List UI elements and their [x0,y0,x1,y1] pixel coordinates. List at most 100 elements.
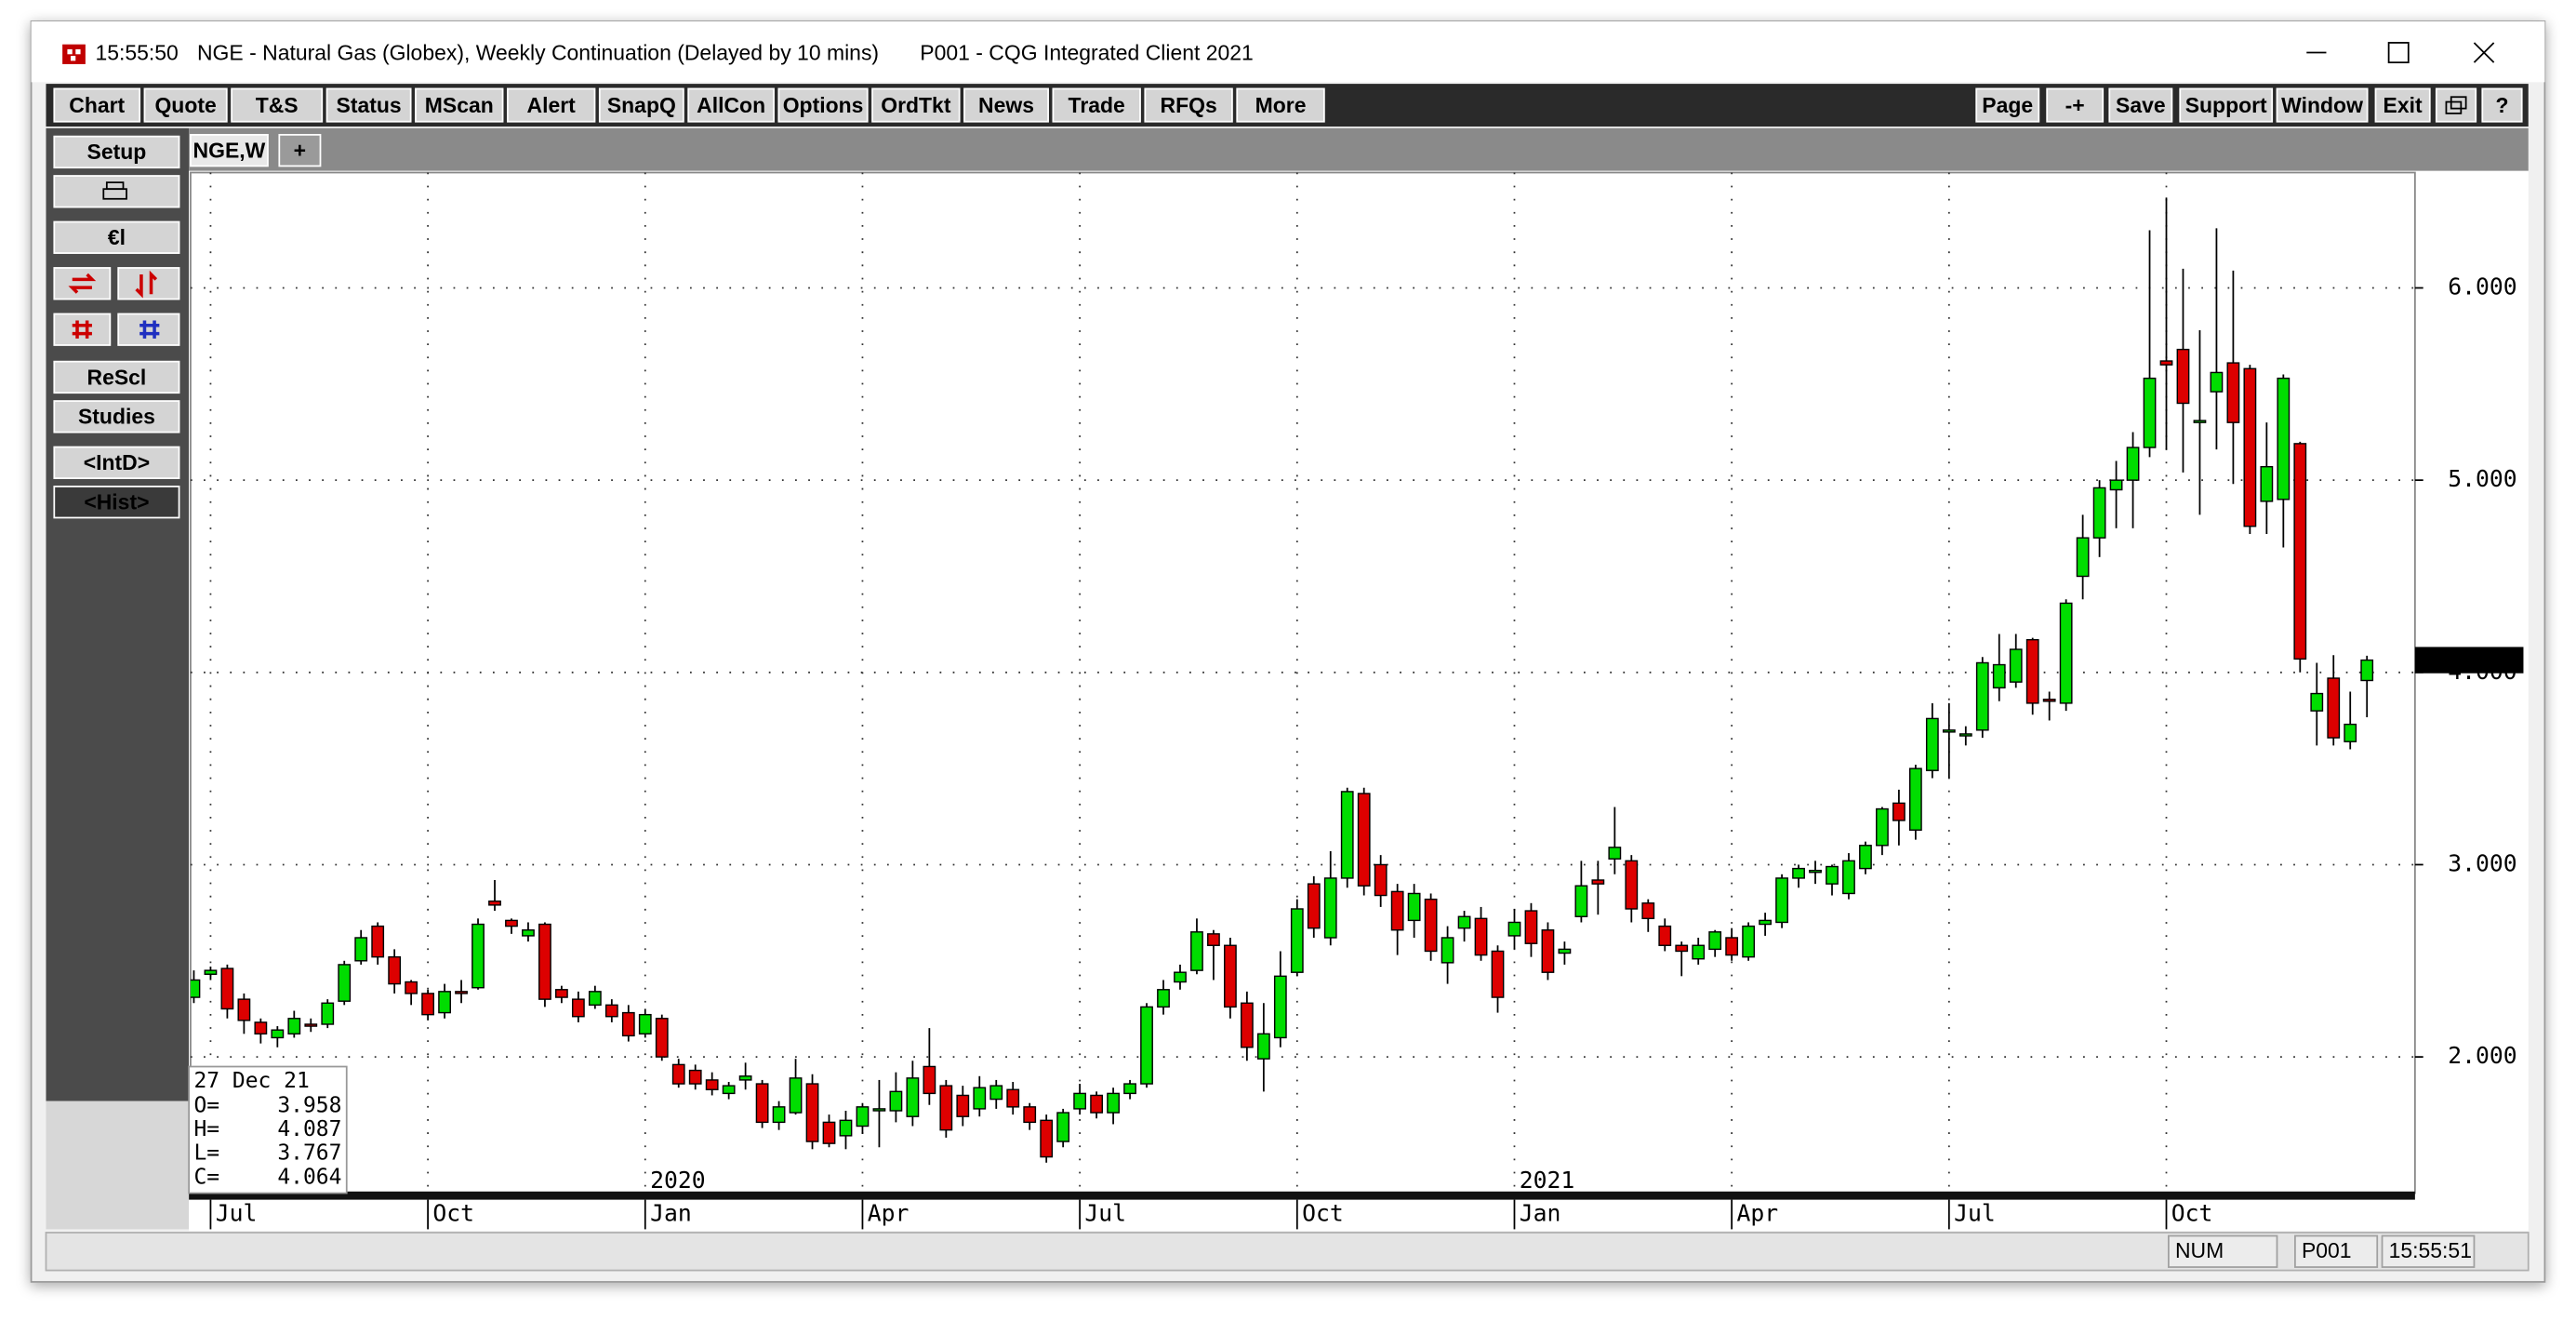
sidebar-button[interactable]: €l [53,220,180,254]
close-button[interactable] [2473,42,2495,63]
toolbar-button-face[interactable] [963,87,1049,123]
toolbar-button[interactable]: Window [2276,87,2369,123]
sidebar-button[interactable]: ReScl [53,360,180,394]
sidebar-button-label[interactable]: ReScl [87,365,147,389]
toolbar-button-label[interactable]: SnapQ [607,93,676,117]
candle-body [2360,659,2374,682]
tab-bar [189,127,2529,171]
candle-body [2025,638,2039,704]
toolbar-button-label[interactable]: Chart [69,93,125,117]
toolbar-button-face[interactable] [2046,87,2105,123]
candle-body [1491,950,1505,998]
toolbar-button[interactable]: OrdTkt [871,87,961,123]
chart-tab[interactable]: NGE,W [190,133,269,167]
toolbar-button-face[interactable] [2374,87,2431,123]
toolbar-button-label[interactable]: -+ [2065,93,2085,117]
toolbar-button[interactable]: News [963,87,1049,123]
toolbar-button-label[interactable]: Alert [527,93,577,117]
status-text: 15:55:51 [2389,1238,2472,1262]
toolbar-button[interactable]: Support [2179,87,2274,123]
toolbar-button[interactable]: Trade [1052,87,1141,123]
toolbar-button-label[interactable]: MScan [425,93,494,117]
toolbar-button[interactable]: More [1236,87,1325,123]
toolbar-button-label[interactable]: Trade [1069,93,1125,117]
toolbar-button-label[interactable]: Page [1982,93,2033,117]
toolbar-button[interactable]: -+ [2046,87,2105,123]
arrow-buttons[interactable] [53,267,180,346]
toolbar-button-face[interactable] [598,87,684,123]
sidebar-button[interactable]: <IntD> [53,446,180,479]
chart-tab-face[interactable] [190,133,269,167]
toolbar-button[interactable]: T&S [231,87,324,123]
toolbar-button[interactable]: Options [777,87,869,123]
candle-body [2009,648,2023,683]
sidebar-button[interactable]: Setup [53,135,180,169]
toolbar-button-face[interactable] [53,87,141,123]
window-icon-buttons[interactable]: ? [2435,87,2523,123]
sidebar-button-label[interactable]: Setup [87,140,147,164]
sidebar-button-face[interactable] [53,400,180,434]
print-button[interactable] [53,175,180,208]
candle-body [1340,791,1354,879]
toolbar-button-face[interactable] [1144,87,1233,123]
sidebar-button-label[interactable]: Studies [78,405,155,429]
toolbar-button-face[interactable] [143,87,228,123]
toolbar-button-label[interactable]: Window [2281,93,2363,117]
toolbar-button-label[interactable]: More [1255,93,1307,117]
toolbar-button-label[interactable]: Save [2116,93,2166,117]
sidebar-button-label[interactable]: €l [108,225,126,249]
toolbar-button-label[interactable]: OrdTkt [881,93,951,117]
toolbar-button[interactable]: Status [325,87,412,123]
toolbar-button[interactable]: Quote [143,87,228,123]
toolbar-button-label[interactable]: RFQs [1161,93,1217,117]
toolbar-button-face[interactable] [2108,87,2173,123]
sidebar-button[interactable]: Studies [53,400,180,434]
sidebar-button-face[interactable] [53,486,180,519]
candle-body [872,1108,886,1112]
toolbar-button-face[interactable] [777,87,869,123]
candle-body [2277,377,2291,500]
chart-tab-label[interactable]: NGE,W [193,138,266,162]
toolbar-button-face[interactable] [1975,87,2040,123]
chart-tab-face[interactable] [278,133,322,167]
sidebar-button-label[interactable]: <Hist> [84,490,149,514]
toolbar-button[interactable]: Exit [2374,87,2431,123]
toolbar-button-face[interactable] [231,87,324,123]
toolbar-button-face[interactable] [1052,87,1141,123]
toolbar-button-face[interactable] [2276,87,2369,123]
svg-text:?: ? [2495,93,2508,117]
sidebar-button-label[interactable]: <IntD> [84,450,150,474]
sidebar-button-face[interactable] [53,135,180,169]
toolbar-button-face[interactable] [687,87,775,123]
chart-tab-label[interactable]: + [294,138,306,162]
candle-body [237,998,251,1021]
toolbar-button-face[interactable] [415,87,504,123]
toolbar-button[interactable]: AllCon [687,87,775,123]
toolbar-button[interactable]: MScan [415,87,504,123]
toolbar-button-face[interactable] [871,87,961,123]
toolbar-button[interactable]: Chart [53,87,141,123]
toolbar-button-label[interactable]: Exit [2383,93,2423,117]
toolbar-button-face[interactable] [1236,87,1325,123]
toolbar-button-face[interactable] [506,87,596,123]
toolbar-button-label[interactable]: Support [2185,93,2267,117]
maximize-button[interactable] [2387,42,2410,64]
toolbar-button[interactable]: SnapQ [598,87,684,123]
toolbar-button-label[interactable]: News [978,93,1034,117]
toolbar-button[interactable]: Alert [506,87,596,123]
sidebar-button-face[interactable] [53,360,180,394]
toolbar-button-face[interactable] [2179,87,2274,123]
toolbar-button-label[interactable]: T&S [256,93,299,117]
chart-tab[interactable]: + [278,133,322,167]
sidebar-button-face[interactable] [53,220,180,254]
toolbar-button[interactable]: RFQs [1144,87,1233,123]
sidebar-button-face[interactable] [53,446,180,479]
toolbar-button-label[interactable]: Status [337,93,402,117]
toolbar-button-label[interactable]: Quote [154,93,216,117]
toolbar-button[interactable]: Page [1975,87,2040,123]
toolbar-button-face[interactable] [325,87,412,123]
toolbar-button[interactable]: Save [2108,87,2173,123]
toolbar-button-label[interactable]: AllCon [697,93,765,117]
sidebar-button[interactable]: <Hist> [53,486,180,519]
toolbar-button-label[interactable]: Options [783,93,864,117]
